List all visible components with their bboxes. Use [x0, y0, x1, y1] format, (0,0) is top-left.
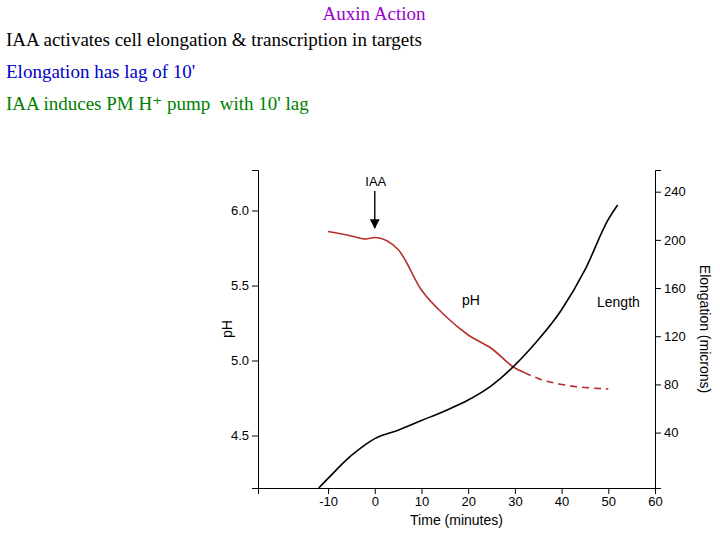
x-axis-tick: -10 [319, 488, 338, 509]
x-axis-tick-label: 40 [555, 494, 569, 509]
plot-area [319, 205, 618, 488]
y-axis-tick: 5.0 [231, 353, 258, 368]
y-axis-tick-label: 4.5 [231, 428, 249, 443]
series-line [328, 232, 524, 373]
y2-axis: 40 80 120 160 200 240 [655, 171, 686, 489]
y2-axis-tick: 120 [655, 329, 686, 344]
x-axis-tick-label: 0 [372, 494, 379, 509]
x-axis-tick: 40 [555, 488, 569, 509]
x-axis-tick-label: 10 [415, 494, 429, 509]
y2-axis-tick-mark [655, 433, 661, 434]
x-axis-tick-mark [468, 488, 469, 494]
y-axis-tick: 5.5 [231, 278, 258, 293]
y2-axis-tick-mark [655, 192, 661, 193]
x-axis-tick: 30 [508, 488, 522, 509]
y-axis: 4.5 5.0 5.5 6.0 [231, 171, 259, 489]
header-line: IAA induces PM H⁺ pump with 10' lag [6, 93, 309, 114]
x-axis-tick-mark [608, 488, 609, 494]
x-axis-tick-label: 60 [648, 494, 662, 509]
y-axis-tick-mark [252, 436, 258, 437]
y-axis-tick-label: 5.5 [231, 278, 249, 293]
x-axis-tick: 0 [372, 488, 379, 509]
y2-axis-tick-mark [655, 384, 661, 385]
y-axis-tick-mark [252, 286, 258, 287]
header-line: Elongation has lag of 10' [6, 61, 195, 82]
x-axis-tick: 10 [415, 488, 429, 509]
y2-axis-tick-label: 80 [664, 377, 678, 392]
y2-axis-tick-label: 40 [664, 425, 678, 440]
y2-axis-tick-label: 240 [664, 184, 686, 199]
y2-axis-tick: 80 [655, 377, 678, 392]
annotation: IAA [365, 174, 386, 189]
y2-axis-tick-mark [655, 240, 661, 241]
y-axis-tick: 4.5 [231, 428, 258, 443]
y2-axis-tick-label: 200 [664, 233, 686, 248]
y-axis-line [252, 171, 259, 489]
page-title: Auxin Action [323, 3, 426, 24]
y2-axis-tick-mark [655, 336, 661, 337]
x-axis: -10 0 10 20 30 40 50 60 [259, 488, 663, 509]
y-axis-tick-label: 6.0 [231, 203, 249, 218]
x-axis-tick-mark [515, 488, 516, 494]
y2-axis-tick-label: 120 [664, 329, 686, 344]
x-axis-tick-label: -10 [319, 494, 338, 509]
y2-axis-tick-label: 160 [664, 281, 686, 296]
y-axis-tick-mark [252, 361, 258, 362]
x-axis-tick-label: 50 [602, 494, 616, 509]
x-axis-tick-mark [421, 488, 422, 494]
y2-axis-tick: 160 [655, 281, 686, 296]
x-axis-tick: 60 [648, 488, 662, 509]
x-axis-tick-mark [328, 488, 329, 494]
y-axis-tick-mark [252, 211, 258, 212]
x-axis-tick: 20 [461, 488, 475, 509]
x-axis-line [259, 489, 656, 495]
chart-svg: Auxin Action IAA activates cell elongatio… [0, 0, 720, 540]
series-label: pH [462, 292, 480, 308]
y2-axis-tick: 200 [655, 233, 686, 248]
header-line: IAA activates cell elongation & transcri… [6, 29, 422, 50]
x-axis-tick-mark [562, 488, 563, 494]
y-axis-tick: 6.0 [231, 203, 258, 218]
series-label: Length [597, 294, 640, 310]
y2-axis-tick-mark [655, 288, 661, 289]
x-axis-tick-label: 20 [461, 494, 475, 509]
series-line [319, 205, 618, 488]
y2-axis-title: Elongation (microns) [697, 265, 713, 393]
x-axis-tick-mark [375, 488, 376, 494]
y2-axis-tick: 240 [655, 184, 686, 199]
series-line [524, 373, 608, 390]
y-axis-title: pH [219, 320, 235, 338]
y2-axis-tick: 40 [655, 425, 678, 440]
y2-axis-line [656, 171, 662, 489]
x-axis-title: Time (minutes) [410, 512, 503, 528]
annotation-arrow [374, 191, 375, 228]
y-axis-tick-label: 5.0 [231, 353, 249, 368]
x-axis-tick: 50 [602, 488, 616, 509]
x-axis-tick-label: 30 [508, 494, 522, 509]
